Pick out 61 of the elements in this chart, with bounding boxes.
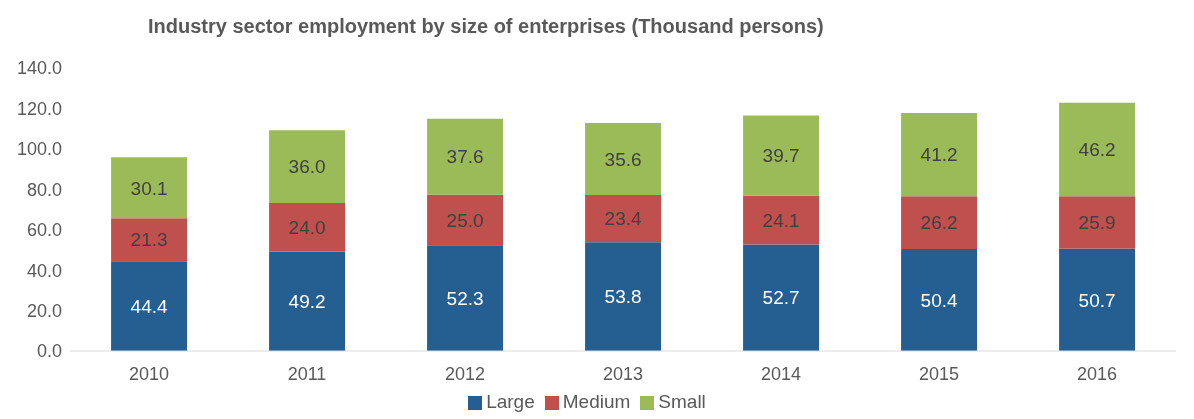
data-label: 41.2 — [920, 144, 958, 166]
data-label: 30.1 — [130, 177, 168, 199]
bar — [1059, 196, 1136, 249]
data-label: 35.6 — [604, 148, 642, 170]
x-tick-label: 2012 — [444, 363, 486, 384]
x-tick-label: 2010 — [128, 363, 170, 384]
data-label: 52.7 — [762, 287, 800, 309]
data-label: 24.0 — [288, 217, 326, 239]
x-tick-label: 2015 — [918, 363, 960, 384]
bar — [269, 203, 346, 252]
bar — [427, 194, 504, 246]
bar — [111, 218, 188, 262]
bar — [585, 242, 662, 351]
data-label: 26.2 — [920, 212, 958, 234]
x-tick-label: 2014 — [760, 363, 802, 384]
data-label: 53.8 — [604, 286, 642, 308]
data-label: 36.0 — [288, 156, 326, 178]
bar — [1059, 248, 1136, 351]
bar — [585, 194, 662, 243]
data-label: 21.3 — [130, 229, 168, 251]
data-label: 50.7 — [1078, 289, 1116, 311]
y-tick-label: 100.0 — [16, 139, 62, 160]
x-tick-label: 2011 — [287, 363, 327, 384]
legend-label: Large — [486, 391, 535, 412]
data-label: 25.0 — [446, 209, 484, 231]
data-label: 24.1 — [762, 209, 800, 231]
data-label: 37.6 — [446, 146, 484, 168]
data-label: 23.4 — [604, 208, 642, 230]
y-tick-label: 120.0 — [16, 98, 62, 119]
bar — [269, 130, 346, 204]
bar — [901, 112, 978, 197]
legend-label: Small — [658, 391, 706, 412]
chart-title: Industry sector employment by size of enterprises (Thousand persons) — [147, 14, 825, 39]
y-tick-label: 140.0 — [16, 58, 62, 79]
y-tick-label: 40.0 — [26, 260, 62, 281]
bar — [743, 115, 820, 196]
y-tick-label: 20.0 — [26, 300, 62, 321]
data-label: 52.3 — [446, 287, 484, 309]
bar — [1059, 102, 1136, 197]
bar — [269, 251, 346, 351]
y-tick-label: 0.0 — [36, 341, 62, 362]
x-tick-label: 2013 — [602, 363, 644, 384]
x-tick-label: 2016 — [1076, 363, 1118, 384]
data-label: 25.9 — [1078, 212, 1116, 234]
bar — [743, 195, 820, 245]
data-label: 44.4 — [130, 295, 168, 317]
bar — [111, 261, 188, 351]
bar — [585, 122, 662, 195]
data-label: 46.2 — [1078, 139, 1116, 161]
bar — [901, 249, 978, 351]
y-tick-label: 60.0 — [26, 220, 62, 241]
bar — [743, 244, 820, 351]
bar — [427, 118, 504, 195]
y-tick-label: 80.0 — [26, 179, 62, 200]
bar — [901, 196, 978, 250]
bar — [427, 245, 504, 351]
data-label: 39.7 — [762, 145, 800, 167]
data-label: 49.2 — [288, 291, 326, 313]
data-label: 50.4 — [920, 289, 958, 311]
bar — [111, 157, 188, 219]
legend-label: Medium — [562, 391, 631, 412]
